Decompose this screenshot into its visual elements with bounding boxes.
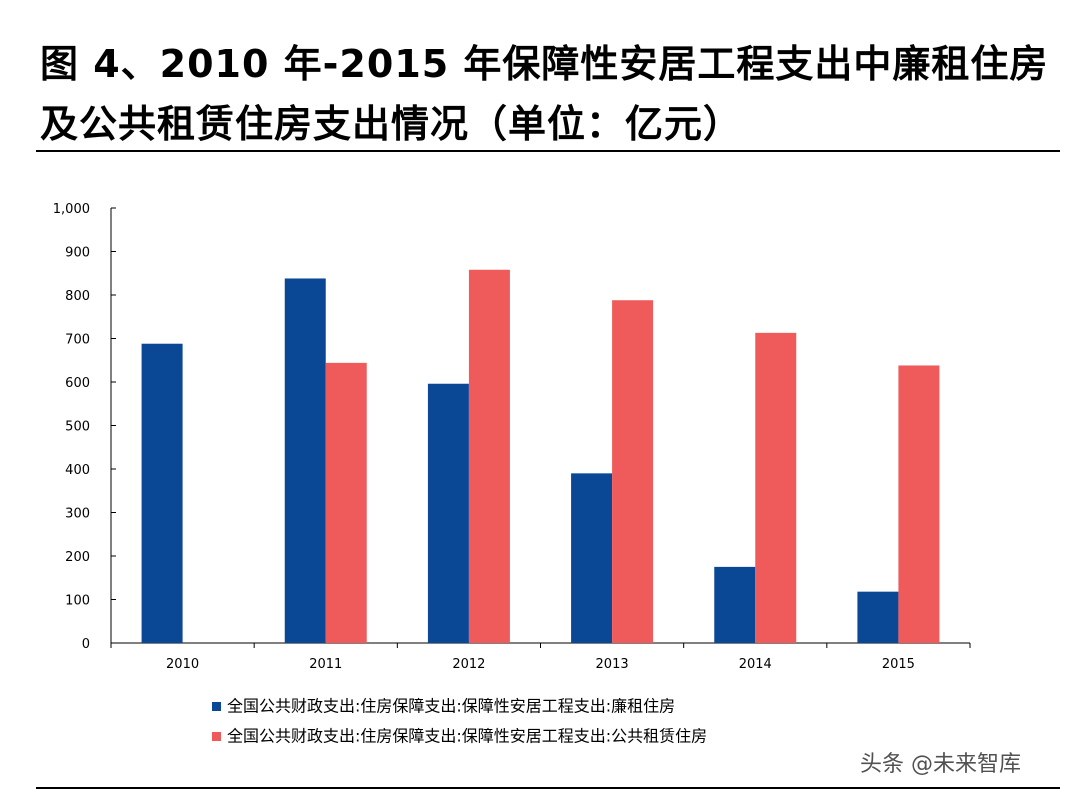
title-divider <box>36 150 1060 152</box>
y-tick-label: 600 <box>65 376 90 391</box>
y-tick-label: 800 <box>65 289 90 304</box>
x-tick-label: 2013 <box>596 657 629 672</box>
legend-label: 全国公共财政支出:住房保障支出:保障性安居工程支出:公共租赁住房 <box>227 726 708 746</box>
bar-gongzu <box>898 365 940 643</box>
bar-lianzu <box>141 343 183 643</box>
bar-gongzu <box>755 332 797 643</box>
bar-lianzu <box>714 566 756 643</box>
x-tick-label: 2012 <box>452 657 485 672</box>
y-tick-label: 900 <box>65 246 90 261</box>
y-tick-label: 100 <box>65 594 90 609</box>
watermark: 头条 @未来智库 <box>860 752 1021 777</box>
bar-gongzu <box>612 300 654 643</box>
y-tick-label: 700 <box>65 333 90 348</box>
y-tick-label: 1,000 <box>53 202 90 217</box>
bar-lianzu <box>571 473 613 643</box>
bar-lianzu <box>284 278 326 643</box>
x-tick-label: 2011 <box>309 657 342 672</box>
y-tick-label: 400 <box>65 463 90 478</box>
legend-label: 全国公共财政支出:住房保障支出:保障性安居工程支出:廉租住房 <box>227 696 676 716</box>
bottom-divider <box>36 787 1060 789</box>
y-tick-label: 200 <box>65 550 90 565</box>
y-tick-label: 0 <box>82 637 90 652</box>
y-tick-label: 300 <box>65 507 90 522</box>
bar-lianzu <box>427 383 469 643</box>
legend-item: 全国公共财政支出:住房保障支出:保障性安居工程支出:公共租赁住房 <box>212 726 707 747</box>
x-tick-label: 2010 <box>166 657 199 672</box>
bar-gongzu <box>468 269 510 643</box>
bar-lianzu <box>857 591 899 643</box>
x-tick-label: 2014 <box>739 657 772 672</box>
x-tick-label: 2015 <box>882 657 915 672</box>
chart-title: 图 4、2010 年-2015 年保障性安居工程支出中廉租住房及公共租赁住房支出… <box>40 42 1049 146</box>
bar-gongzu <box>325 362 367 643</box>
legend-item: 全国公共财政支出:住房保障支出:保障性安居工程支出:廉租住房 <box>212 696 675 717</box>
legend-swatch <box>212 732 221 741</box>
y-tick-label: 500 <box>65 420 90 435</box>
legend-swatch <box>212 702 221 711</box>
